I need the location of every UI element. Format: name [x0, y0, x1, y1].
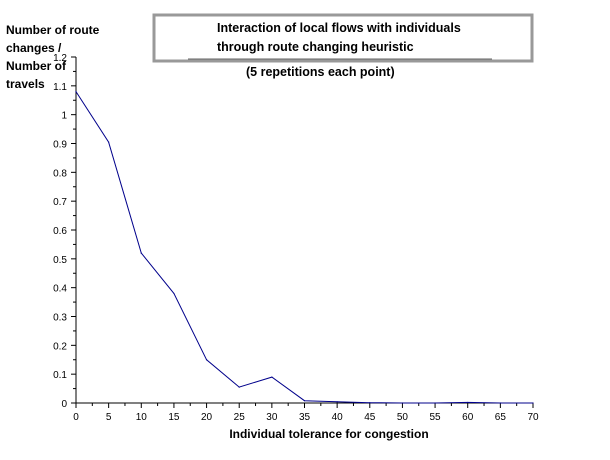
- series-line-0: [75, 91, 533, 404]
- y-axis-label-line-4: travels: [6, 77, 45, 91]
- data-point: [369, 402, 371, 404]
- data-point: [173, 292, 175, 295]
- y-tick-label: 0.1: [53, 370, 67, 381]
- x-tick-label: 40: [332, 412, 344, 423]
- x-axis-label: Individual tolerance for congestion: [229, 427, 428, 441]
- y-axis-label-line-1: Number of route: [6, 23, 100, 37]
- y-axis-label-line-3: Number of: [6, 59, 67, 73]
- x-tick-label: 35: [299, 412, 311, 423]
- title-box: Interaction of local flows with individu…: [152, 13, 534, 63]
- x-tick-label: 0: [73, 412, 79, 423]
- x-tick-label: 15: [168, 412, 180, 423]
- x-tick-label: 50: [397, 412, 409, 423]
- y-tick-label: 1.2: [53, 53, 67, 64]
- data-point: [140, 252, 142, 254]
- x-tick-label: 65: [495, 412, 507, 423]
- chart-title-line-1: Interaction of local flows with individu…: [217, 21, 461, 35]
- y-tick-label: 0.3: [53, 313, 67, 324]
- y-axis-ticks: 0 0.1 0.2 0.3 0.4 0.5 0.6 0.7 0.8 0.9 1 1.1 1.2: [53, 53, 76, 410]
- x-tick-label: 30: [266, 412, 278, 423]
- chart-title-line-2: through route changing heuristic: [217, 40, 414, 54]
- y-tick-label: 1.1: [53, 82, 67, 93]
- y-tick-label: 0.9: [53, 140, 67, 151]
- data-point: [336, 401, 338, 403]
- data-point: [434, 402, 436, 404]
- x-tick-label: 25: [234, 412, 246, 423]
- y-axis-label-line-2: changes /: [6, 41, 62, 55]
- x-axis-ticks: 0 5 10 15 20 25 30 35 40 45 50 55 60 65 70: [73, 403, 539, 423]
- x-tick-label: 10: [136, 412, 148, 423]
- y-tick-label: 0: [61, 399, 67, 410]
- y-tick-label: 0.2: [53, 341, 67, 352]
- data-point: [75, 91, 77, 93]
- data-point: [238, 386, 240, 388]
- data-point: [499, 402, 501, 404]
- x-tick-label: 70: [527, 412, 539, 423]
- y-tick-label: 0.8: [53, 168, 67, 179]
- data-point: [532, 402, 534, 404]
- x-tick-label: 20: [201, 412, 213, 423]
- data-point: [108, 141, 110, 143]
- data-point: [205, 359, 208, 361]
- y-tick-label: 0.6: [53, 226, 67, 237]
- data-point: [271, 376, 273, 378]
- chart-subtitle: (5 repetitions each point): [246, 65, 395, 79]
- data-point: [303, 400, 306, 402]
- y-tick-label: 1: [61, 111, 67, 122]
- data-point: [467, 401, 469, 404]
- series-layer: [75, 91, 534, 404]
- y-tick-label: 0.4: [53, 284, 67, 295]
- x-tick-label: 55: [430, 412, 442, 423]
- y-tick-label: 0.5: [53, 255, 67, 266]
- y-axis-label: Number of route changes / Number of trav…: [6, 23, 100, 91]
- x-tick-label: 5: [106, 412, 112, 423]
- x-tick-label: 45: [364, 412, 376, 423]
- x-tick-label: 60: [462, 412, 474, 423]
- data-point: [401, 402, 404, 404]
- y-tick-label: 0.7: [53, 197, 67, 208]
